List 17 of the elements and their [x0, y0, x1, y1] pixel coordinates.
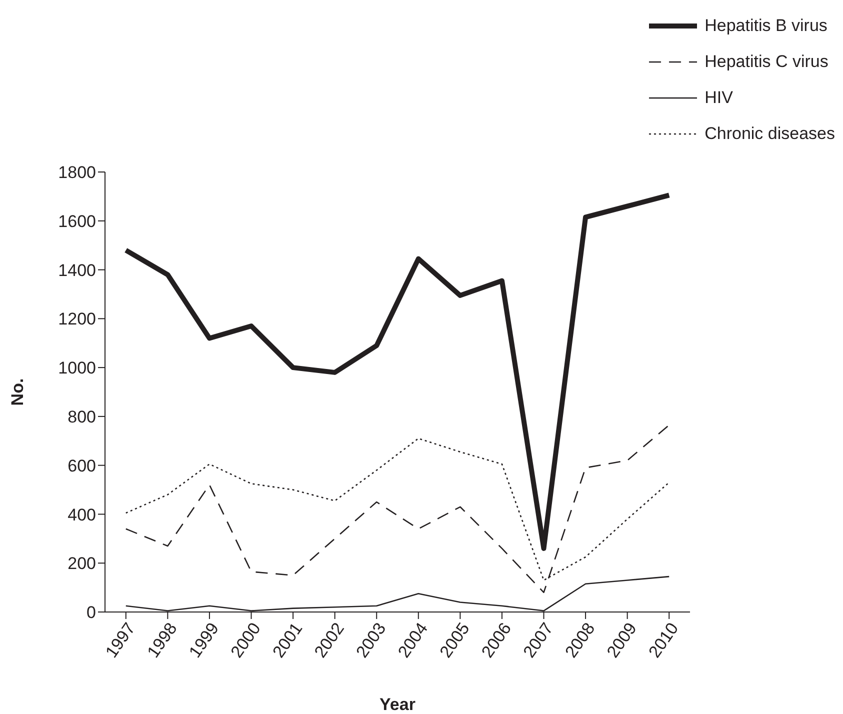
y-tick-label: 200 [68, 554, 96, 574]
line-series [125, 424, 670, 594]
y-tick-label: 400 [68, 505, 96, 524]
y-tick-label: 600 [68, 456, 96, 476]
x-axis-title: Year [380, 695, 416, 714]
legend-label: Hepatitis B virus [704, 16, 828, 36]
y-tick-label: 1600 [58, 212, 96, 231]
y-tick-label: 0 [86, 603, 96, 622]
y-tick-label: 800 [68, 407, 96, 426]
y-tick-label: 1000 [58, 358, 96, 378]
y-tick-label: 1200 [58, 310, 96, 329]
legend-label: Hepatitis C virus [704, 52, 828, 72]
legend-label: HIV [704, 88, 733, 108]
y-axis-title: No. [8, 378, 28, 406]
y-tick-label: 1400 [58, 260, 96, 280]
legend-label: Chronic diseases [704, 124, 835, 144]
y-tick-label: 1800 [58, 163, 96, 182]
